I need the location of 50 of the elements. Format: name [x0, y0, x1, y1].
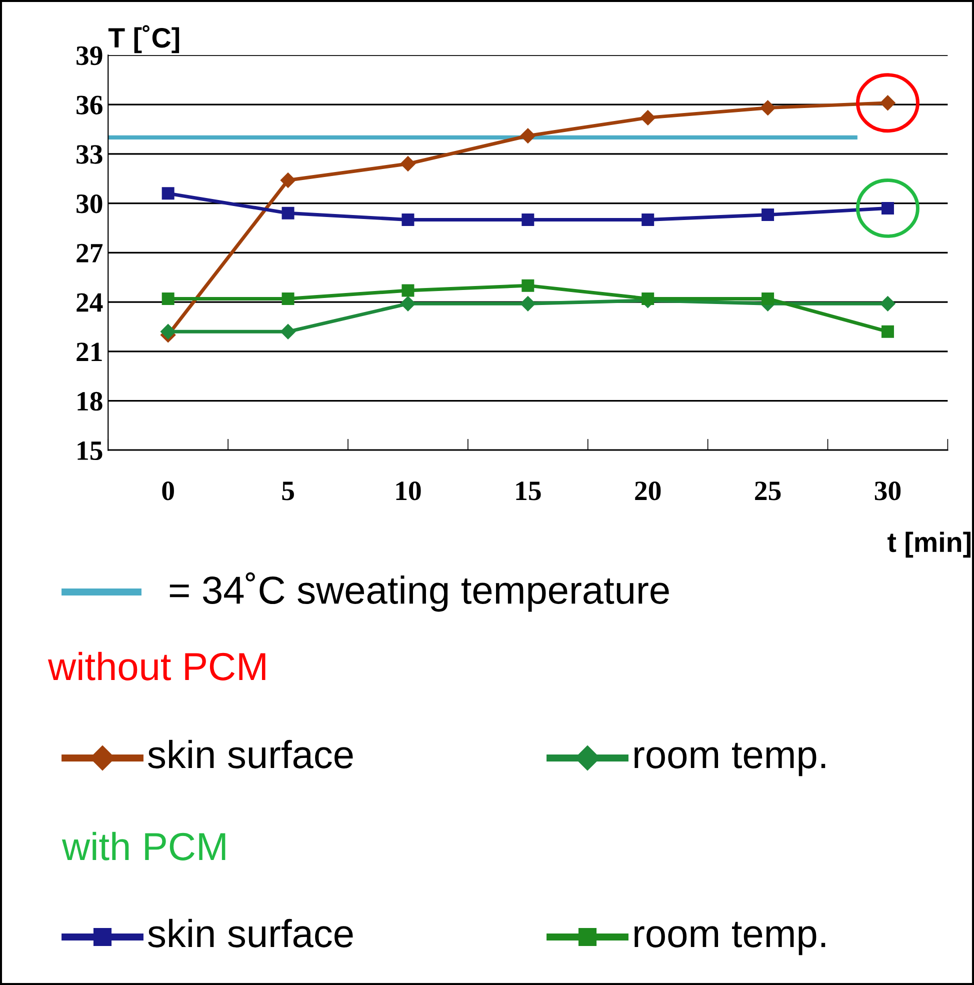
y-axis-title: T [˚C]: [108, 25, 180, 54]
y-tick-label: 39: [76, 46, 102, 66]
point: [280, 172, 296, 188]
legend-label: skin surface: [148, 740, 353, 768]
text: with PCM: [62, 832, 226, 860]
point: [280, 324, 296, 340]
point: [522, 213, 534, 226]
y-tick-label: 36: [76, 96, 102, 114]
point: [642, 213, 654, 226]
legend-label: = 34˚C sweating temperature: [170, 572, 669, 612]
point: [520, 296, 536, 312]
point: [402, 284, 414, 297]
point: [522, 279, 534, 292]
y-tick-label: 18: [78, 392, 102, 411]
point: [162, 187, 174, 200]
point: [282, 206, 294, 220]
y-tick-label: 30: [76, 194, 102, 214]
point: [520, 128, 536, 144]
y-tick-label: 33: [76, 145, 102, 164]
x-tick-label: 15: [516, 482, 541, 500]
x-tick-label: 20: [635, 482, 661, 500]
x-tick-label: 10: [396, 482, 421, 500]
y-tick-label: 27: [76, 244, 103, 262]
y-tick-label: 21: [76, 342, 102, 362]
x-tick-label: 0: [162, 482, 174, 500]
point: [642, 292, 654, 305]
point: [402, 213, 414, 226]
point: [400, 296, 416, 312]
point: [881, 325, 894, 338]
legend-label: room temp.: [634, 922, 826, 956]
x-tick-label: 30: [874, 482, 901, 500]
point: [640, 110, 656, 126]
point: [762, 292, 774, 305]
point: [880, 296, 896, 312]
x-tick-label: 25: [755, 482, 781, 500]
legend-label: room temp.: [634, 742, 826, 776]
point: [762, 208, 774, 222]
y-tick-label: 15: [78, 441, 102, 460]
point: [760, 100, 776, 116]
point: [881, 202, 894, 214]
point: [282, 292, 294, 305]
point: [400, 156, 416, 172]
point: [880, 95, 896, 110]
point: [160, 324, 176, 340]
y-tick-label: 24: [76, 293, 103, 312]
text: without PCM: [48, 652, 266, 680]
x-tick-label: 5: [282, 482, 294, 500]
legend-label: skin surface: [148, 918, 353, 948]
point: [162, 292, 174, 305]
x-axis-title: t [min]: [888, 532, 970, 558]
